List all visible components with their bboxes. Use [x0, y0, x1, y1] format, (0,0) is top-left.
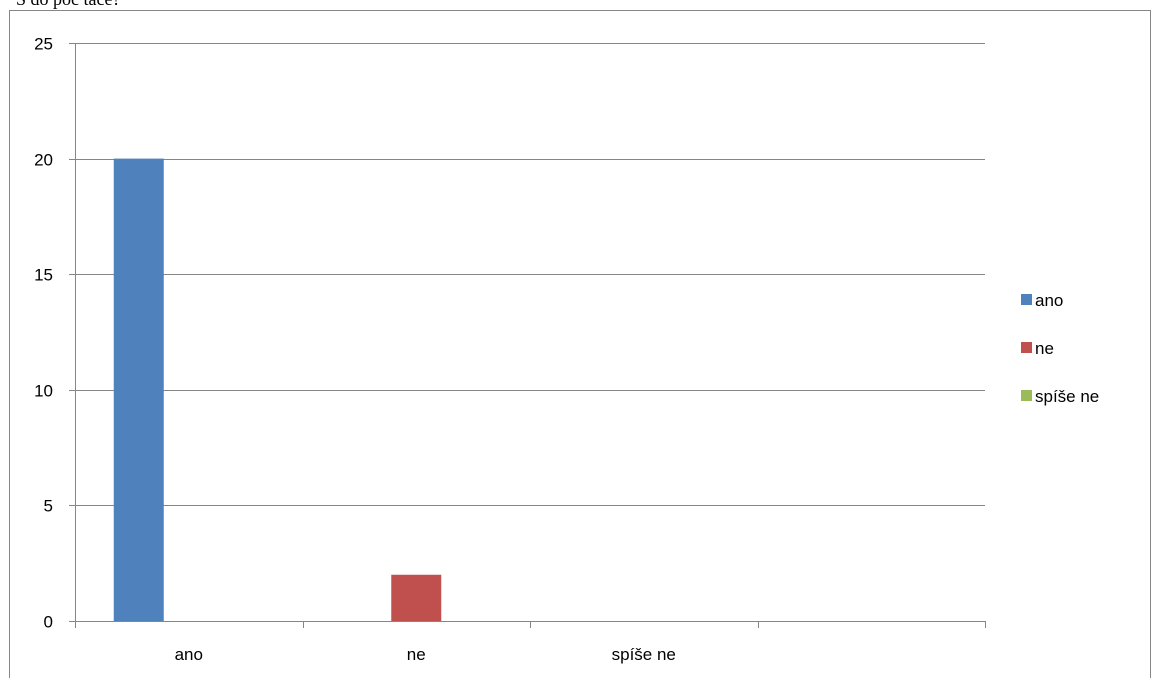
y-tick-label: 15 — [34, 266, 53, 285]
legend-label: spíše ne — [1035, 387, 1099, 406]
y-tick-labels: 0 5 10 15 20 25 — [34, 35, 53, 632]
cropped-caption: S do poč tace? — [16, 0, 120, 9]
x-tick-label: spíše ne — [612, 645, 676, 664]
gridlines — [75, 43, 985, 506]
x-tick-label: ano — [175, 645, 203, 664]
legend: ano ne spíše ne — [1021, 291, 1099, 406]
y-tick-label: 25 — [34, 35, 53, 54]
y-tick-label: 10 — [34, 382, 53, 401]
legend-label: ano — [1035, 291, 1063, 310]
axes — [69, 43, 986, 628]
legend-label: ne — [1035, 339, 1054, 358]
x-tick-labels: ano ne spíše ne — [175, 645, 676, 664]
bars — [113, 158, 442, 621]
bar-ano — [113, 158, 164, 621]
bar-ne — [391, 574, 442, 621]
legend-swatch — [1021, 342, 1032, 353]
y-tick-label: 20 — [34, 151, 53, 170]
legend-swatch — [1021, 294, 1032, 305]
y-tick-label: 5 — [44, 497, 53, 516]
legend-swatch — [1021, 390, 1032, 401]
y-tick-label: 0 — [44, 613, 53, 632]
x-tick-label: ne — [407, 645, 426, 664]
